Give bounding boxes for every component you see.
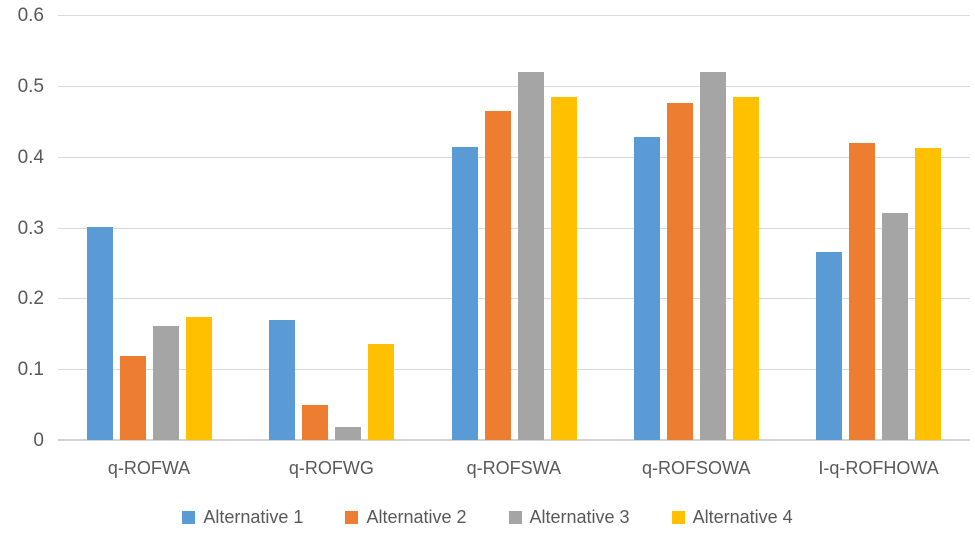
legend-marker-icon	[508, 510, 522, 524]
gridline	[58, 15, 970, 16]
y-axis-tick-label: 0	[33, 430, 44, 451]
y-axis-tick-label: 0.5	[17, 75, 44, 97]
bar-alternative-2-q-rofwa	[119, 355, 146, 440]
bar-alternative-4-q-rofwa	[185, 317, 212, 440]
legend-item-alternative-2: Alternative 2	[345, 507, 467, 527]
gridline	[58, 298, 970, 300]
y-axis-tick-label: 0.4	[17, 146, 44, 168]
bar-alternative-3-q-rofsowa	[699, 71, 726, 440]
legend-item-alternative-4: Alternative 4	[671, 507, 793, 527]
gridline	[58, 85, 970, 87]
x-axis-line	[58, 439, 970, 441]
x-axis-category-label: I-q-ROFHOWA	[818, 458, 939, 478]
legend-marker-icon	[345, 510, 359, 524]
legend: Alternative 1 Alternative 2 Alternative 3 A…	[0, 508, 975, 526]
bar-alternative-2-q-rofsowa	[666, 102, 693, 440]
legend-label: Alternative 3	[529, 507, 630, 527]
legend-label: Alternative 1	[203, 507, 304, 527]
y-axis-tick-label: 0.1	[17, 359, 44, 381]
gridline	[58, 156, 970, 158]
bar-alternative-1-i-q-rofhowa	[816, 251, 843, 440]
x-axis-category-label: q-ROFWA	[107, 458, 191, 478]
bar-alternative-3-q-rofwg	[335, 427, 362, 440]
bar-alternative-3-q-rofswa	[517, 71, 544, 440]
bar-alternative-2-q-rofswa	[484, 110, 511, 440]
bar-alternative-2-i-q-rofhowa	[849, 143, 876, 440]
bar-alternative-4-i-q-rofhowa	[915, 148, 942, 440]
y-axis-tick-label: 0.2	[17, 288, 44, 310]
gridline	[58, 227, 970, 229]
y-axis-tick-label: 0.6	[17, 5, 44, 26]
legend-marker-icon	[182, 510, 196, 524]
gridline	[58, 369, 970, 371]
bar-alternative-1-q-rofsowa	[633, 136, 660, 440]
bar-alternative-1-q-rofwa	[86, 226, 113, 440]
bar-alternative-4-q-rofswa	[550, 97, 577, 440]
bar-alternative-1-q-rofswa	[451, 147, 478, 440]
bar-alternative-4-q-rofsowa	[732, 97, 759, 440]
legend-label: Alternative 4	[692, 507, 793, 527]
x-axis-category-label: q-ROFSWA	[466, 458, 561, 478]
bar-alternative-3-i-q-rofhowa	[882, 213, 909, 440]
legend-marker-icon	[671, 510, 685, 524]
bar-alternative-3-q-rofwa	[152, 325, 179, 440]
bar-alternative-4-q-rofwg	[368, 344, 395, 440]
legend-item-alternative-1: Alternative 1	[182, 508, 303, 526]
bar-alternative-2-q-rofwg	[302, 404, 329, 440]
y-axis-tick-label: 0.3	[17, 217, 44, 239]
x-axis-category-label: q-ROFSOWA	[642, 458, 751, 478]
x-axis-category-label: q-ROFWG	[288, 458, 374, 478]
bar-alternative-1-q-rofwg	[269, 319, 296, 440]
legend-item-alternative-3: Alternative 3	[508, 507, 630, 527]
legend-label: Alternative 2	[366, 507, 467, 527]
